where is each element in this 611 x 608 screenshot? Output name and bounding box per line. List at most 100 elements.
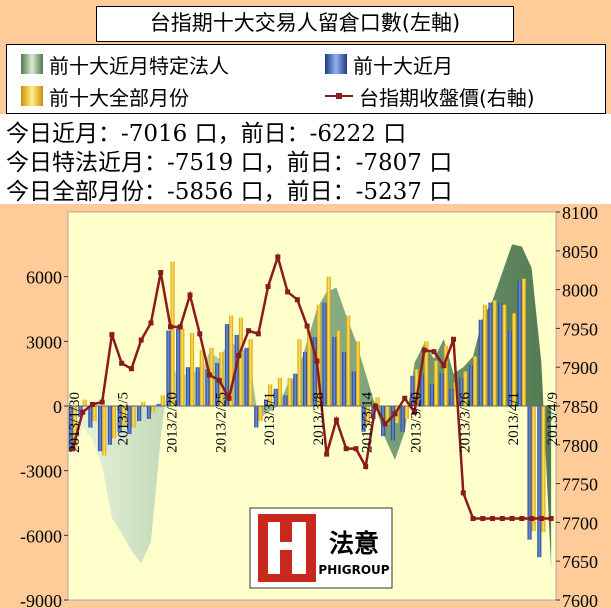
bar-near-15 xyxy=(215,362,220,406)
bar-near-4 xyxy=(107,406,112,445)
right-tick-label-4: 7900 xyxy=(562,358,598,378)
bar-near-36 xyxy=(420,373,425,406)
bar-all-39 xyxy=(453,382,458,406)
price-point-8 xyxy=(148,320,154,326)
info-line-special: 今日特法近月：-7519 口，前日：-7807 口 xyxy=(6,150,453,176)
price-point-32 xyxy=(382,421,388,427)
price-point-20 xyxy=(265,283,271,289)
price-point-49 xyxy=(548,516,554,522)
bar-near-33 xyxy=(390,406,395,441)
price-point-28 xyxy=(343,446,349,452)
price-point-19 xyxy=(255,331,261,337)
left-tick-label-2: 0 xyxy=(53,397,62,417)
x-tick-label-1: 2013/2/5 xyxy=(116,392,132,445)
left-tick-label-5: -9000 xyxy=(20,591,62,608)
bar-all-31 xyxy=(375,397,380,406)
bar-all-21 xyxy=(277,377,282,406)
bar-near-12 xyxy=(185,367,190,406)
bar-near-29 xyxy=(351,371,356,406)
price-point-33 xyxy=(392,411,398,417)
bar-near-9 xyxy=(156,403,161,406)
bar-near-22 xyxy=(283,395,288,406)
bar-all-30 xyxy=(365,406,370,426)
legend-label-area: 前十大近月特定法人 xyxy=(49,53,229,78)
legend-label-all: 前十大全部月份 xyxy=(49,85,189,110)
bar-near-14 xyxy=(205,369,210,406)
bar-near-3 xyxy=(98,406,103,452)
bar-all-25 xyxy=(316,304,321,406)
price-point-27 xyxy=(333,417,339,423)
logo-mark-bridge xyxy=(280,542,292,550)
price-point-46 xyxy=(519,516,525,522)
price-point-44 xyxy=(499,516,505,522)
price-point-9 xyxy=(158,270,164,276)
bar-all-27 xyxy=(336,330,341,406)
bar-near-28 xyxy=(342,352,347,406)
price-point-16 xyxy=(226,395,232,401)
bar-all-45 xyxy=(512,313,517,406)
bar-near-41 xyxy=(468,365,474,406)
bar-near-5 xyxy=(117,406,122,432)
price-point-37 xyxy=(431,349,437,355)
bar-near-13 xyxy=(195,367,200,406)
left-tick-label-0: 6000 xyxy=(26,268,62,288)
price-point-34 xyxy=(402,395,408,401)
bar-all-7 xyxy=(141,401,146,406)
price-point-1 xyxy=(80,409,86,415)
legend-item-all: 前十大全部月份 xyxy=(21,82,189,110)
bar-all-26 xyxy=(326,276,331,406)
price-point-36 xyxy=(421,347,427,353)
bar-near-34 xyxy=(400,406,405,432)
price-point-14 xyxy=(207,372,213,378)
left-tick-label-4: -6000 xyxy=(20,526,62,546)
bar-near-10 xyxy=(166,330,171,406)
legend: 前十大近月特定法人 前十大近月 前十大全部月份 台指期收盤價(右軸) xyxy=(6,44,606,114)
right-tick-label-1: 8050 xyxy=(562,242,598,262)
right-tick-label-3: 7950 xyxy=(562,319,598,339)
bar-near-8 xyxy=(146,406,151,419)
bar-near-42 xyxy=(478,319,483,406)
bar-all-47 xyxy=(531,406,536,532)
bar-all-13 xyxy=(199,349,204,406)
bar-near-24 xyxy=(303,352,308,406)
bar-all-18 xyxy=(248,339,253,406)
bar-all-35 xyxy=(414,369,419,406)
x-tick-label-4: 2013/3/1 xyxy=(262,392,278,445)
bar-near-16 xyxy=(224,324,230,406)
left-tick-label-3: -3000 xyxy=(20,462,62,482)
right-tick-label-0: 8100 xyxy=(562,203,598,223)
bar-all-22 xyxy=(287,377,292,406)
bar-near-39 xyxy=(449,388,454,406)
price-point-0 xyxy=(70,446,76,452)
bar-all-24 xyxy=(307,330,312,406)
bar-all-19 xyxy=(258,406,263,422)
x-tick-label-8: 2013/3/26 xyxy=(457,392,473,453)
bar-all-40 xyxy=(463,371,468,406)
legend-item-line: 台指期收盤價(右軸) xyxy=(325,82,535,110)
price-point-41 xyxy=(470,516,476,522)
bar-near-25 xyxy=(312,337,317,406)
bar-near-27 xyxy=(332,337,337,406)
bar-all-48 xyxy=(541,406,546,533)
bar-near-30 xyxy=(361,406,366,432)
legend-swatch-all xyxy=(21,86,43,106)
bar-all-12 xyxy=(190,332,195,406)
bar-all-11 xyxy=(180,328,185,406)
right-tick-label-8: 7700 xyxy=(562,513,598,533)
price-point-13 xyxy=(197,331,203,337)
bar-all-23 xyxy=(297,339,302,406)
bar-near-37 xyxy=(429,384,434,406)
bar-near-21 xyxy=(273,388,278,406)
legend-item-area: 前十大近月特定法人 xyxy=(21,50,229,78)
logo-subtext: PHIGROUP xyxy=(318,563,389,577)
legend-swatch-area xyxy=(21,54,43,74)
price-point-30 xyxy=(363,464,369,470)
x-tick-label-3: 2013/2/25 xyxy=(213,392,229,453)
legend-swatch-line xyxy=(325,86,353,106)
bar-all-29 xyxy=(355,341,361,406)
price-point-40 xyxy=(460,490,466,496)
bar-all-17 xyxy=(238,317,243,406)
bar-near-0 xyxy=(68,406,73,452)
bar-all-10 xyxy=(170,261,175,406)
price-point-38 xyxy=(441,363,447,369)
